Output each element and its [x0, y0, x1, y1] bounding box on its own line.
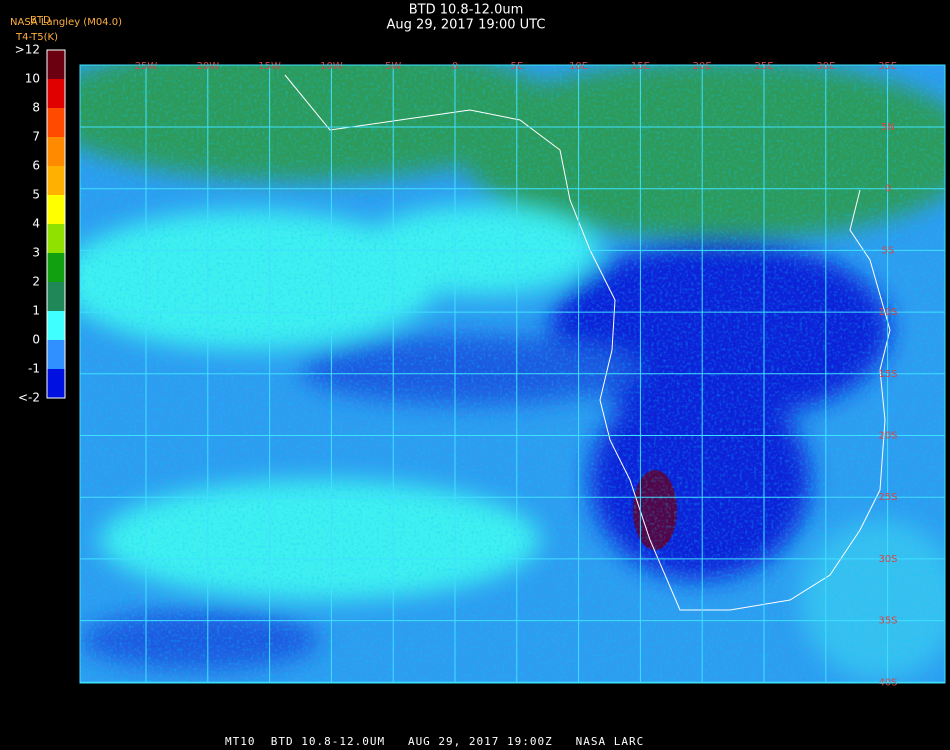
lon-label: 15E [631, 61, 650, 72]
lon-label: 10W [320, 61, 343, 72]
lon-label: 5E [510, 61, 523, 72]
map-frame [79, 64, 946, 684]
colorbar-band [47, 369, 65, 399]
colorbar-label: 7 [32, 130, 40, 144]
footer: MT10 BTD 10.8-12.0UM AUG 29, 2017 19:00Z… [225, 735, 644, 748]
colorbar-band [47, 50, 65, 80]
colorbar-label: <-2 [18, 391, 40, 405]
lat-label: 15S [878, 369, 897, 380]
colorbar-label: 2 [32, 275, 40, 289]
colorbar-band [47, 108, 65, 138]
colorbar-band [47, 253, 65, 283]
colorbar-band [47, 137, 65, 167]
lon-label: 0 [452, 61, 458, 72]
lat-label: 0 [885, 184, 891, 195]
lon-label: 15W [258, 61, 281, 72]
colorbar-band [47, 311, 65, 341]
colorbar-label: 8 [32, 101, 40, 115]
colorbar-label: 3 [32, 246, 40, 260]
colorbar-label: 5 [32, 188, 40, 202]
colorbar-band [47, 224, 65, 254]
lon-label: 20W [196, 61, 219, 72]
lat-label: 5S [882, 245, 895, 256]
colorbar-band [47, 340, 65, 370]
colorbar-label: 6 [32, 159, 40, 173]
lon-label: 35E [878, 61, 897, 72]
units: T4-T5(K) [15, 32, 58, 43]
lat-label: 20S [878, 431, 897, 442]
graticule: 25W 20W 15W 10W 5W 0 5E 10E 15E 20E 25E 30E 35E 5N 0 5S… [79, 61, 946, 688]
source: NASA Langley (M04.0) [10, 17, 122, 28]
lat-label: 35S [878, 616, 897, 627]
colorbar-label: 10 [25, 72, 40, 86]
colorbar-band [47, 195, 65, 225]
lat-label: 30S [878, 554, 897, 565]
lat-label: 5N [881, 122, 895, 133]
colorbar-band [47, 282, 65, 312]
lon-label: 25E [754, 61, 773, 72]
title: BTD 10.8-12.0um [409, 3, 524, 18]
satellite-image [80, 65, 945, 683]
lon-label: 5W [385, 61, 401, 72]
lat-label: 25S [878, 492, 897, 503]
colorbar-frame [46, 49, 66, 399]
colorbar-band [47, 166, 65, 196]
product: BTD [30, 15, 51, 26]
colorbar-label: 1 [32, 304, 40, 318]
colorbar-label: -1 [28, 362, 40, 376]
colorbar-label: 0 [32, 333, 40, 347]
lon-label: 20E [693, 61, 712, 72]
subtitle: Aug 29, 2017 19:00 UTC [387, 18, 546, 33]
lat-label: 10S [878, 307, 897, 318]
lon-label: 30E [816, 61, 835, 72]
lon-label: 10E [569, 61, 588, 72]
colorbar-band [47, 79, 65, 109]
colorbar-label: >12 [15, 43, 40, 57]
colorbar-label: 4 [32, 217, 40, 231]
lon-label: 25W [135, 61, 158, 72]
